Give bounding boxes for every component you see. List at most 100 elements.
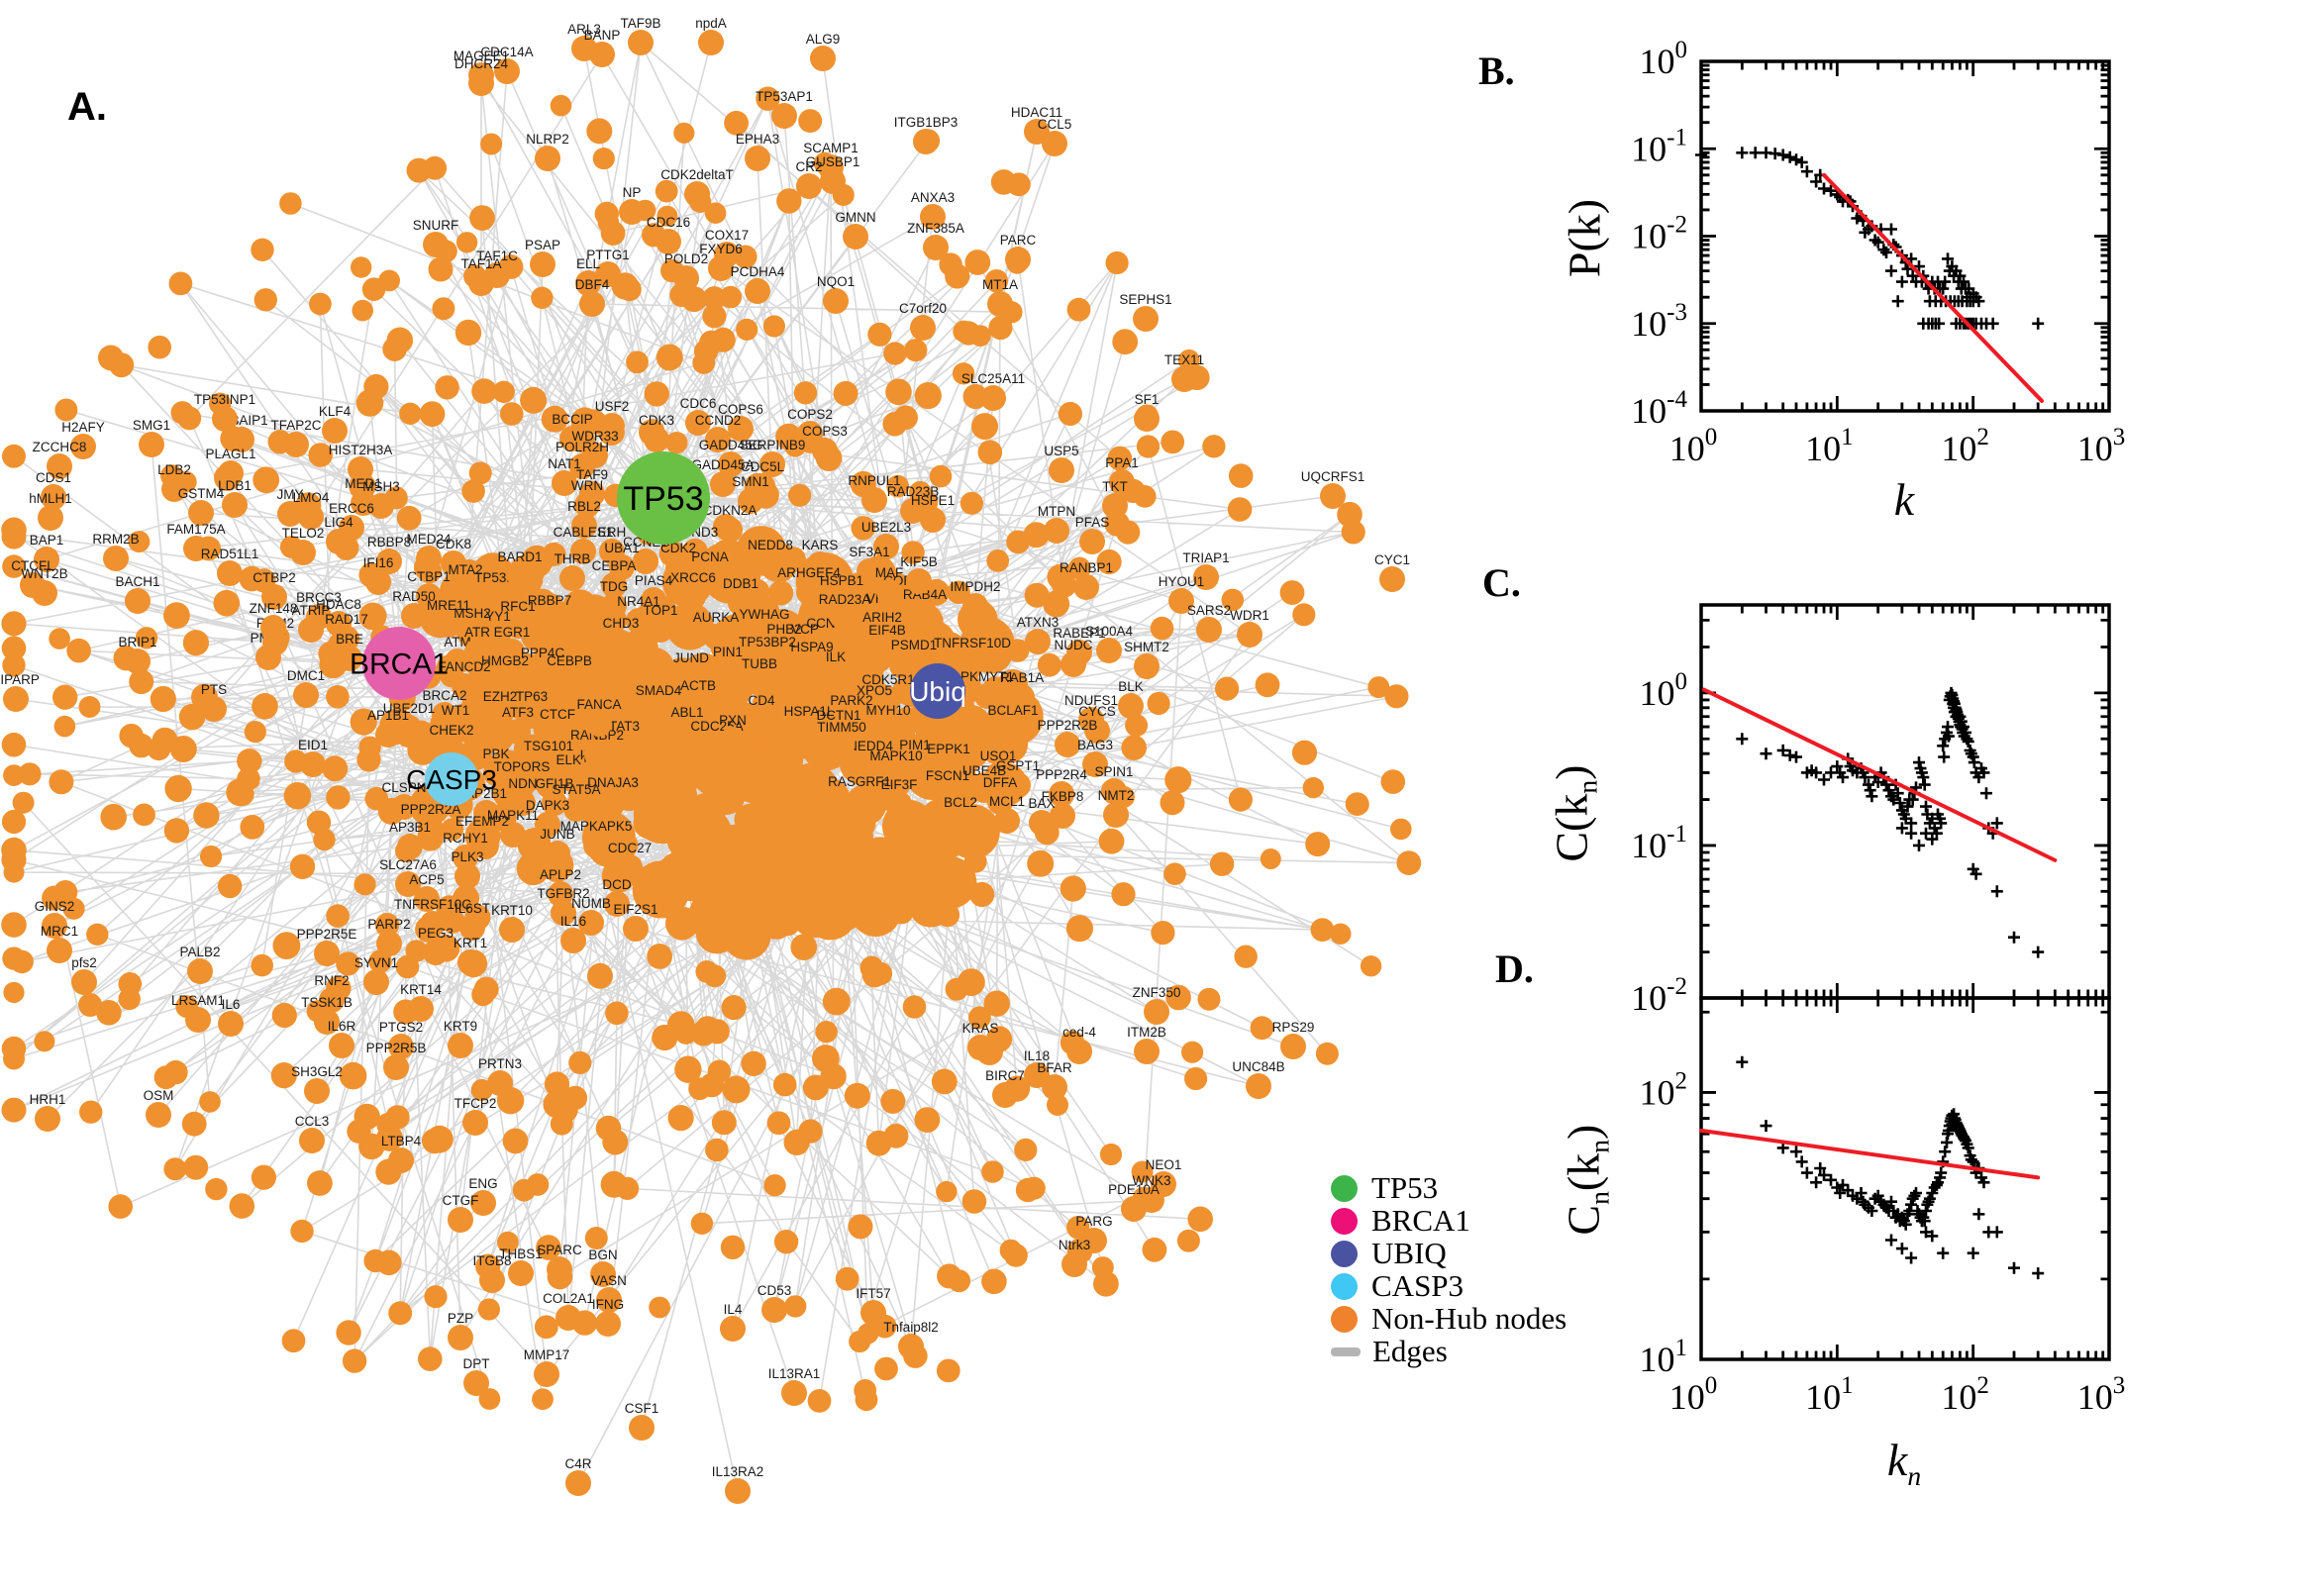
network-node bbox=[163, 818, 190, 844]
network-node bbox=[272, 932, 301, 959]
network-node bbox=[1, 809, 27, 835]
network-node bbox=[776, 188, 802, 214]
network-node bbox=[953, 320, 975, 343]
network-node bbox=[490, 584, 516, 610]
network-node bbox=[34, 1031, 55, 1052]
network-node bbox=[914, 1107, 941, 1133]
legend-item-label: Edges bbox=[1372, 1334, 1448, 1368]
network-node bbox=[784, 1295, 807, 1318]
network-node bbox=[542, 790, 567, 816]
network-node bbox=[771, 103, 797, 129]
network-node-label: BRIP1 bbox=[118, 635, 156, 649]
network-node bbox=[1280, 1034, 1306, 1059]
network-node bbox=[537, 607, 562, 633]
network-node-label: RNF2 bbox=[314, 973, 349, 988]
network-node bbox=[436, 895, 463, 922]
network-node-label: KIF5B bbox=[900, 554, 938, 569]
legend-item: BRCA1 bbox=[1331, 1203, 1566, 1238]
network-node-label: TNFRSF10C bbox=[394, 897, 471, 912]
network-node bbox=[487, 1070, 513, 1096]
network-node bbox=[623, 916, 649, 942]
network-node bbox=[1042, 131, 1067, 156]
network-node bbox=[348, 456, 373, 482]
network-node-label: DPT bbox=[463, 1356, 490, 1371]
network-node bbox=[1310, 918, 1335, 942]
network-node-label: EPPK1 bbox=[927, 742, 970, 756]
network-node-label: ERCC6 bbox=[329, 501, 374, 516]
network-node-label: PARK2 bbox=[830, 693, 872, 708]
network-node-label: DAPK3 bbox=[526, 798, 569, 813]
network-node-label: FAM175A bbox=[166, 522, 225, 537]
network-node bbox=[1131, 1160, 1154, 1183]
network-node bbox=[984, 269, 1009, 293]
network-node-label: DFFA bbox=[983, 775, 1018, 790]
network-node-label: CDC5L bbox=[741, 459, 785, 474]
network-node bbox=[747, 670, 772, 696]
network-node bbox=[882, 412, 907, 437]
network-node bbox=[886, 474, 910, 498]
network-node bbox=[565, 1470, 591, 1496]
network-node bbox=[656, 229, 681, 254]
network-node bbox=[697, 563, 723, 589]
network-node-label: PARP2 bbox=[367, 917, 410, 932]
fit-line bbox=[1699, 1128, 2041, 1180]
network-node bbox=[551, 900, 576, 926]
network-node-label: BGN bbox=[588, 1247, 617, 1262]
network-node bbox=[182, 630, 209, 656]
network-node-label: UBE2L3 bbox=[861, 520, 911, 535]
network-node bbox=[492, 667, 518, 693]
network-node bbox=[913, 129, 939, 154]
network-node bbox=[289, 853, 316, 879]
network-node bbox=[100, 803, 127, 831]
network-node-label: MCL1 bbox=[989, 794, 1025, 809]
network-node bbox=[1227, 497, 1253, 522]
network-node-label: BRE bbox=[336, 632, 363, 647]
network-node bbox=[793, 381, 818, 405]
network-node bbox=[571, 513, 597, 539]
legend: TP53 BRCA1 UBIQ CASP3 Non-Hub nodes Edges bbox=[1331, 1170, 1566, 1368]
legend-item: UBIQ bbox=[1331, 1236, 1566, 1270]
network-node bbox=[1360, 955, 1382, 977]
network-node bbox=[188, 500, 214, 526]
network-node bbox=[169, 736, 197, 762]
network-node bbox=[298, 617, 324, 643]
network-node-label: TIMM50 bbox=[817, 720, 866, 735]
network-node bbox=[1193, 564, 1219, 590]
network-node-label: DCD bbox=[602, 877, 631, 892]
network-node bbox=[534, 1361, 559, 1387]
network-node bbox=[715, 658, 741, 684]
network-node-label: KRT9 bbox=[444, 1019, 477, 1034]
network-node bbox=[1133, 485, 1157, 508]
panel-b-label: B. bbox=[1478, 49, 1515, 93]
network-node bbox=[802, 1074, 829, 1101]
network-node bbox=[545, 721, 570, 747]
network-node bbox=[322, 755, 349, 782]
network-node bbox=[146, 1102, 171, 1128]
network-node bbox=[326, 529, 352, 554]
network-node bbox=[674, 1055, 702, 1083]
network-node-label: PLAGL1 bbox=[205, 447, 255, 461]
network-node bbox=[837, 655, 884, 702]
network-node bbox=[832, 606, 858, 632]
network-node-label: PCDHA4 bbox=[731, 264, 785, 279]
network-node-label: EID1 bbox=[298, 738, 328, 752]
network-node bbox=[1202, 435, 1226, 458]
network-node bbox=[914, 382, 942, 410]
network-node bbox=[445, 648, 470, 674]
network-node bbox=[448, 1207, 473, 1233]
network-node bbox=[428, 256, 454, 282]
legend-item: CASP3 bbox=[1331, 1268, 1566, 1303]
network-node bbox=[42, 885, 67, 911]
network-node bbox=[749, 707, 774, 733]
x-tick-label: 101 bbox=[1805, 1372, 1854, 1417]
network-node bbox=[851, 516, 875, 541]
network-node bbox=[1291, 740, 1318, 765]
network-node-label: ANXA3 bbox=[911, 190, 955, 205]
network-node-label: PPA1 bbox=[1105, 455, 1139, 470]
network-node-label: npdA bbox=[695, 16, 727, 31]
fit-line bbox=[1822, 172, 2045, 403]
network-node-label: CCL3 bbox=[295, 1114, 330, 1129]
network-node-label: ATR bbox=[464, 625, 490, 640]
x-tick-label: 103 bbox=[2077, 424, 2126, 468]
